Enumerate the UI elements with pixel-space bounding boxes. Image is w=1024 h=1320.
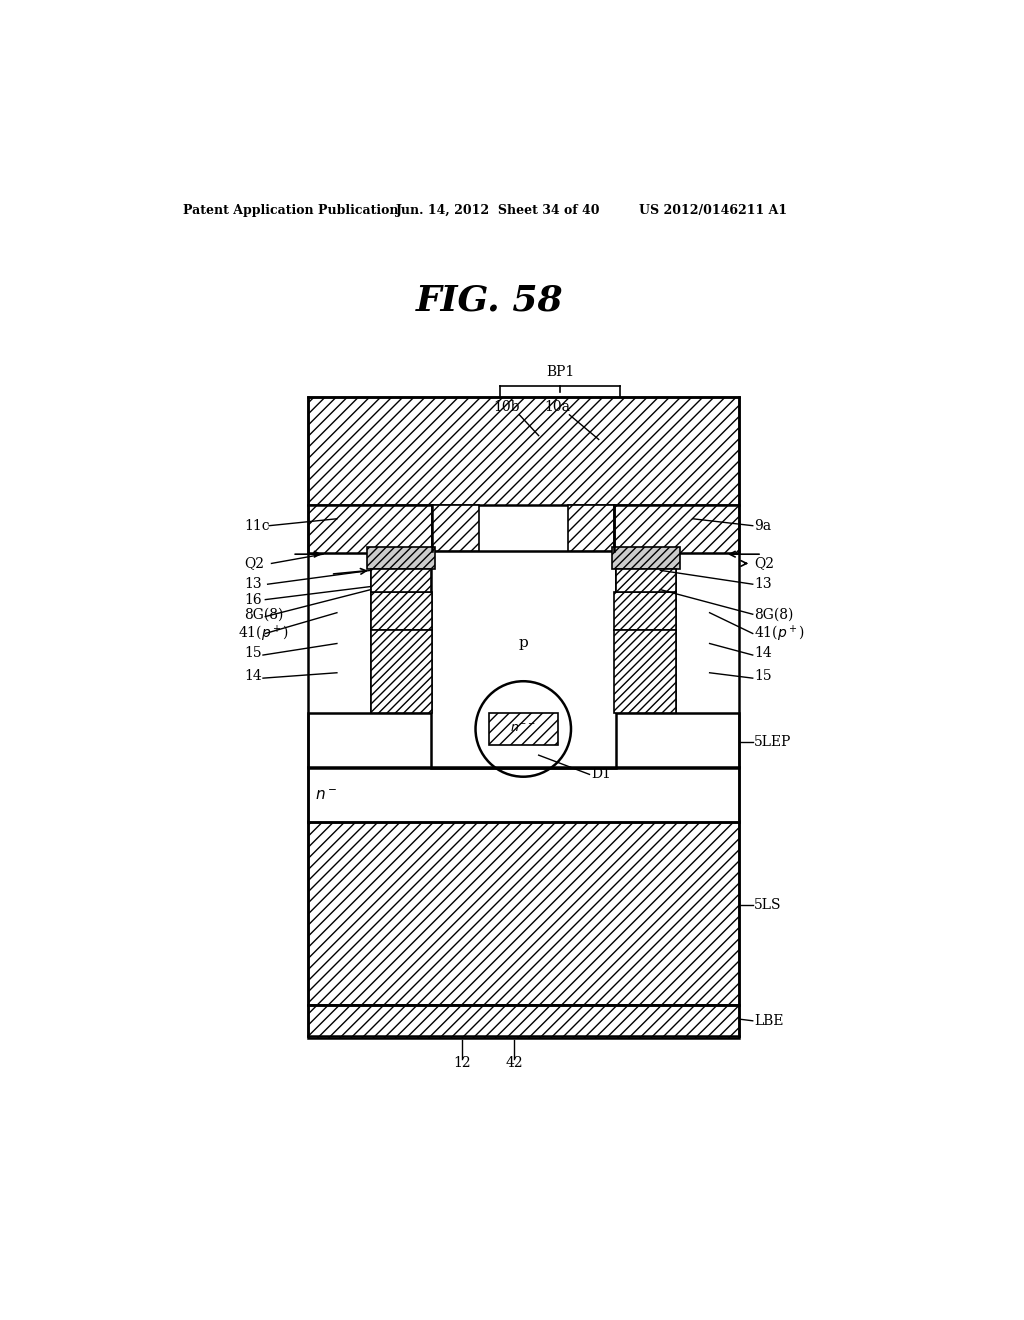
Text: Q2: Q2 [755, 557, 774, 570]
Text: 10a: 10a [544, 400, 570, 414]
Text: 8G(8): 8G(8) [245, 607, 284, 622]
Text: p: p [518, 636, 528, 651]
Text: 11c: 11c [245, 519, 270, 533]
Text: 13: 13 [755, 577, 772, 591]
Bar [614, 506, 739, 553]
Text: 14: 14 [755, 645, 772, 660]
Bar [371, 569, 431, 591]
Text: Q2: Q2 [245, 557, 264, 570]
Bar [615, 569, 676, 591]
Bar [307, 713, 739, 768]
Bar [488, 713, 558, 744]
Bar [307, 767, 739, 822]
Text: 16: 16 [245, 593, 262, 607]
Text: US 2012/0146211 A1: US 2012/0146211 A1 [639, 205, 786, 218]
Bar [371, 591, 432, 631]
Text: FIG. 58: FIG. 58 [416, 284, 563, 318]
Text: 10b: 10b [494, 400, 519, 414]
Text: 5LS: 5LS [755, 899, 781, 912]
Text: 8G(8): 8G(8) [755, 607, 794, 622]
Text: Patent Application Publication: Patent Application Publication [183, 205, 398, 218]
Bar [307, 506, 432, 553]
Text: 41($p^+$): 41($p^+$) [755, 623, 805, 644]
Bar [611, 548, 680, 569]
Text: D1: D1 [591, 767, 611, 781]
Bar [568, 506, 614, 552]
Bar [367, 548, 435, 569]
Text: BP1: BP1 [546, 366, 574, 379]
Bar [371, 552, 431, 713]
Bar [307, 397, 739, 506]
Text: 14: 14 [245, 669, 262, 682]
Text: 42: 42 [505, 1056, 523, 1071]
Bar [614, 591, 676, 631]
Bar [371, 631, 432, 713]
Bar [431, 552, 615, 768]
Text: 12: 12 [453, 1056, 470, 1071]
Text: 15: 15 [755, 669, 772, 682]
Text: 9a: 9a [755, 519, 771, 533]
Bar [307, 821, 739, 1006]
Text: $n^-$: $n^-$ [315, 789, 338, 803]
Text: 13: 13 [245, 577, 262, 591]
Bar [432, 506, 478, 552]
Text: $n^{--}$: $n^{--}$ [510, 722, 537, 735]
Text: LBE: LBE [755, 1014, 783, 1028]
Text: Jun. 14, 2012  Sheet 34 of 40: Jun. 14, 2012 Sheet 34 of 40 [396, 205, 601, 218]
Text: 5LEP: 5LEP [755, 735, 792, 748]
Text: 15: 15 [245, 645, 262, 660]
Bar [614, 631, 676, 713]
Bar [307, 1006, 739, 1038]
Text: 41($p^+$): 41($p^+$) [239, 623, 290, 644]
Bar [615, 552, 676, 713]
